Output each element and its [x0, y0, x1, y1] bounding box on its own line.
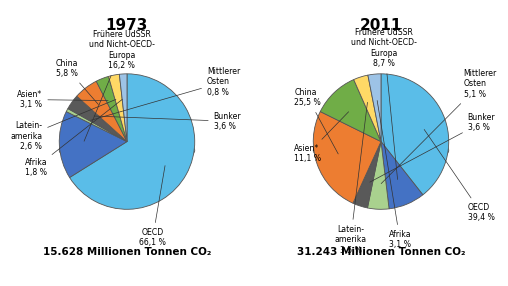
- Wedge shape: [368, 74, 381, 142]
- Text: Bunker
3,6 %: Bunker 3,6 %: [94, 112, 241, 131]
- Text: 31.243 Millionen Tonnen CO₂: 31.243 Millionen Tonnen CO₂: [297, 247, 465, 257]
- Text: Frühere UdSSR
und Nicht-OECD-
Europa
16,2 %: Frühere UdSSR und Nicht-OECD- Europa 16,…: [84, 30, 154, 141]
- Wedge shape: [367, 142, 389, 209]
- Ellipse shape: [59, 136, 195, 165]
- Wedge shape: [59, 112, 127, 178]
- Text: Mittlerer
Osten
5,1 %: Mittlerer Osten 5,1 %: [381, 69, 497, 184]
- Text: 15.628 Millionen Tonnen CO₂: 15.628 Millionen Tonnen CO₂: [43, 247, 211, 257]
- Text: Latein-
amerika
3,5 %: Latein- amerika 3,5 %: [334, 102, 367, 255]
- Wedge shape: [354, 75, 381, 142]
- Wedge shape: [353, 142, 381, 208]
- Text: China
5,8 %: China 5,8 %: [56, 59, 99, 104]
- Title: 1973: 1973: [106, 18, 148, 33]
- Wedge shape: [109, 74, 127, 142]
- Text: OECD
39,4 %: OECD 39,4 %: [424, 130, 495, 223]
- Wedge shape: [77, 81, 127, 142]
- Ellipse shape: [313, 136, 449, 165]
- Text: OECD
66,1 %: OECD 66,1 %: [139, 166, 166, 247]
- Title: 2011: 2011: [360, 18, 402, 33]
- Text: China
25,5 %: China 25,5 %: [294, 88, 338, 154]
- Text: Afrika
1,8 %: Afrika 1,8 %: [24, 99, 122, 177]
- Wedge shape: [70, 74, 195, 209]
- Wedge shape: [119, 74, 127, 142]
- Wedge shape: [320, 80, 381, 142]
- Wedge shape: [96, 76, 127, 142]
- Text: Asien*
3,1 %: Asien* 3,1 %: [17, 90, 108, 109]
- Wedge shape: [381, 74, 449, 195]
- Text: Frühere UdSSR
und Nicht-OECD-
Europa
8,7 %: Frühere UdSSR und Nicht-OECD- Europa 8,7…: [352, 28, 418, 180]
- Wedge shape: [313, 112, 381, 203]
- Wedge shape: [381, 142, 423, 209]
- Wedge shape: [66, 109, 127, 142]
- Text: Bunker
3,6 %: Bunker 3,6 %: [370, 113, 495, 182]
- Text: Latein-
amerika
2,6 %: Latein- amerika 2,6 %: [10, 100, 116, 151]
- Text: Afrika
3,1 %: Afrika 3,1 %: [377, 100, 411, 249]
- Wedge shape: [68, 96, 127, 142]
- Text: Mittlerer
Osten
0,8 %: Mittlerer Osten 0,8 %: [91, 67, 240, 120]
- Text: Asien*
11,1 %: Asien* 11,1 %: [294, 112, 348, 164]
